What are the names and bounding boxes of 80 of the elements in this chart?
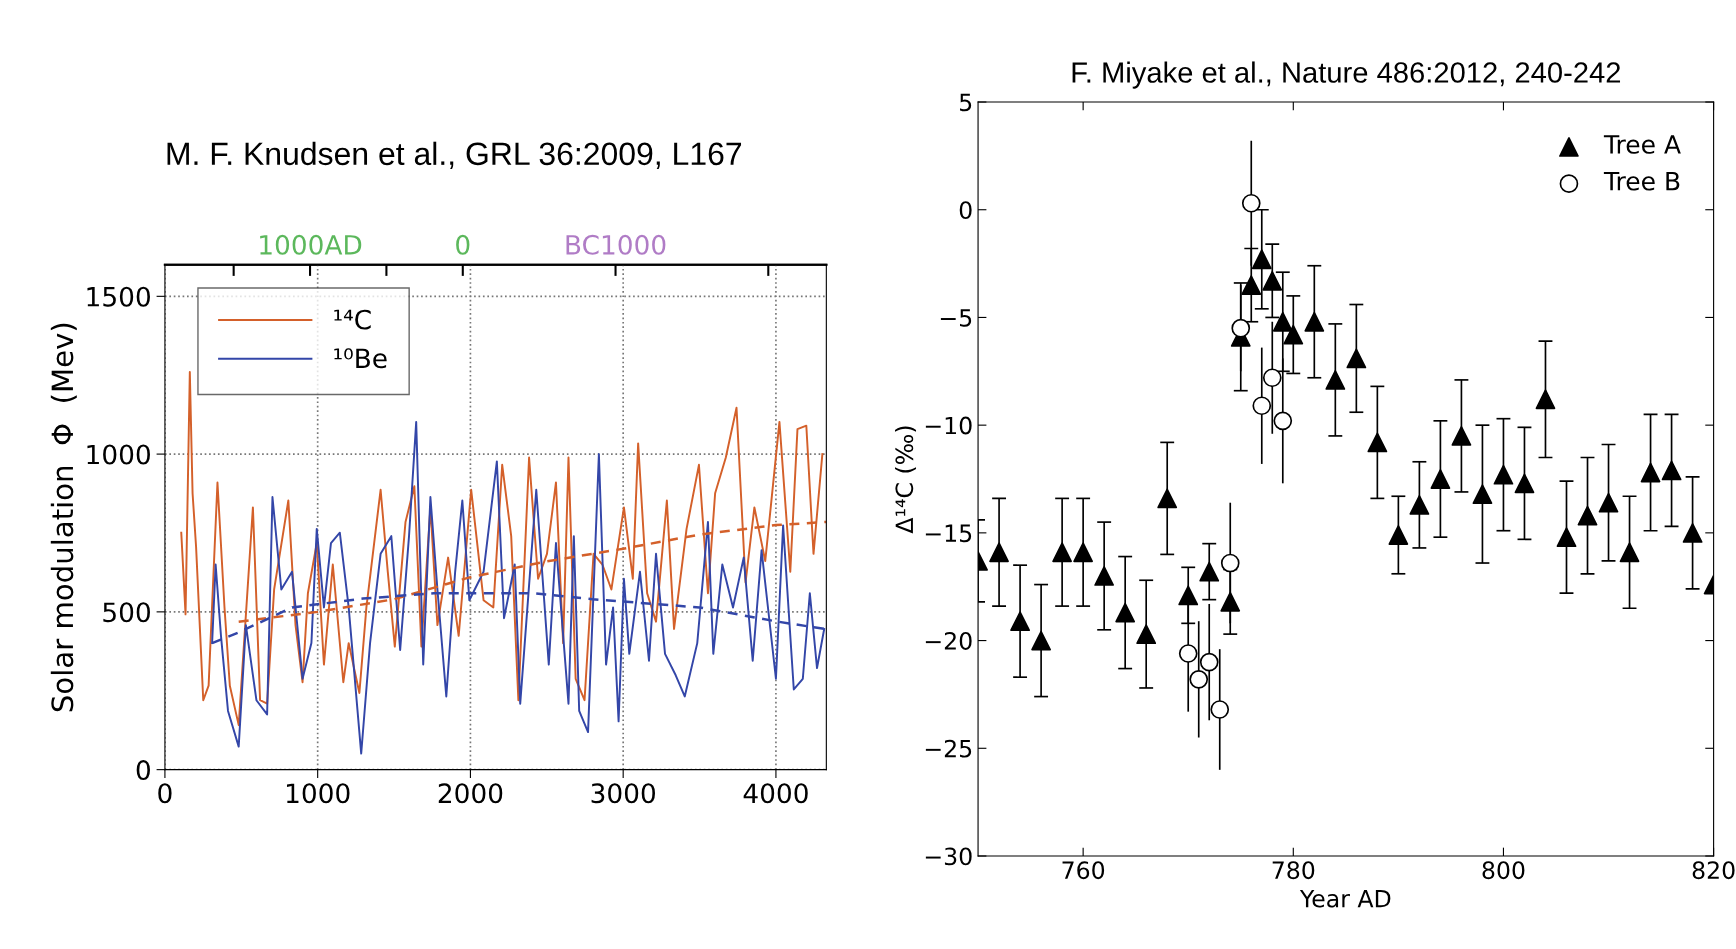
- point: [1682, 522, 1703, 543]
- point: [1493, 464, 1514, 485]
- point: [1577, 505, 1598, 526]
- chart-title: M. F. Knudsen et al., GRL 36:2009, L167: [167, 141, 742, 169]
- point: [1252, 396, 1272, 416]
- y-tick-label: −30: [925, 847, 972, 866]
- point: [1010, 611, 1030, 632]
- point: [1661, 460, 1682, 481]
- x2-tick-label: 1000AD: [260, 234, 362, 255]
- y-tick-label: −20: [925, 632, 972, 650]
- x-tick-label: 800: [1482, 861, 1525, 880]
- point: [1094, 566, 1115, 586]
- legend-label: Tree B: [1603, 171, 1680, 191]
- y-tick-label: 1500: [87, 286, 150, 307]
- x-tick-label: 760: [1062, 861, 1105, 880]
- point: [1220, 553, 1240, 573]
- legend-label: ¹⁰Be: [334, 348, 387, 369]
- y-tick-label: −10: [925, 416, 972, 435]
- point: [1220, 591, 1241, 612]
- point: [1472, 484, 1493, 504]
- point: [1556, 527, 1577, 548]
- point: [1115, 602, 1136, 623]
- point: [1325, 370, 1346, 390]
- point: [1451, 426, 1472, 446]
- point: [1283, 324, 1304, 345]
- point: [1178, 585, 1199, 606]
- point: [1157, 488, 1178, 509]
- point: [1231, 318, 1251, 338]
- y-tick-label: 0: [959, 201, 972, 220]
- x-tick-label: 3000: [591, 783, 655, 804]
- point: [1619, 542, 1640, 563]
- point: [1346, 348, 1367, 369]
- y-tick-label: −15: [925, 524, 972, 543]
- point: [1304, 311, 1325, 332]
- y-tick-label: 5: [960, 93, 972, 112]
- point: [1241, 275, 1262, 296]
- point: [1598, 492, 1619, 513]
- point: [1640, 462, 1661, 483]
- point: [1535, 389, 1556, 410]
- point: [1273, 411, 1293, 431]
- point: [1262, 270, 1283, 291]
- y-tick-label: 1000: [87, 444, 150, 465]
- y-tick-label: −25: [925, 739, 972, 758]
- point: [1031, 630, 1051, 651]
- x2-tick-label: 0: [456, 234, 470, 255]
- y-tick-label: −5: [940, 309, 972, 327]
- x-tick-label: 2000: [438, 783, 503, 804]
- point: [1210, 700, 1230, 719]
- point: [1409, 494, 1430, 515]
- y-axis-title: Δ¹⁴C (‰): [894, 426, 917, 534]
- point: [1136, 624, 1157, 645]
- point: [1241, 193, 1261, 213]
- point: [1262, 368, 1282, 388]
- x-axis-title: Year AD: [1299, 889, 1391, 908]
- point: [1514, 473, 1535, 494]
- point: [1178, 644, 1198, 663]
- y-tick-label: 0: [136, 760, 150, 781]
- point: [1272, 311, 1293, 332]
- chart-title: F. Miyake et al., Nature 486:2012, 240-242: [1072, 61, 1621, 89]
- point: [1073, 542, 1094, 563]
- point: [1367, 432, 1388, 453]
- x-tick-label: 780: [1272, 861, 1315, 880]
- y-axis-title: Solar modulation Φ (Mev): [50, 323, 77, 712]
- point: [1388, 525, 1409, 545]
- legend-label: ¹⁴C: [334, 309, 371, 330]
- point: [1199, 561, 1220, 582]
- point: [1430, 469, 1451, 489]
- point: [989, 542, 1009, 563]
- y-tick-label: 500: [103, 602, 150, 623]
- x2-tick-label: BC1000: [566, 234, 666, 255]
- x-tick-label: 4000: [743, 783, 808, 804]
- point: [1251, 249, 1272, 270]
- x-tick-label: 1000: [286, 783, 350, 804]
- line-series: [180, 371, 824, 727]
- point: [1189, 670, 1209, 689]
- point: [1199, 652, 1219, 672]
- point: [1052, 542, 1073, 563]
- x-tick-label: 820: [1692, 861, 1735, 880]
- x-tick-label: 0: [158, 783, 172, 804]
- legend-label: Tree A: [1603, 135, 1681, 154]
